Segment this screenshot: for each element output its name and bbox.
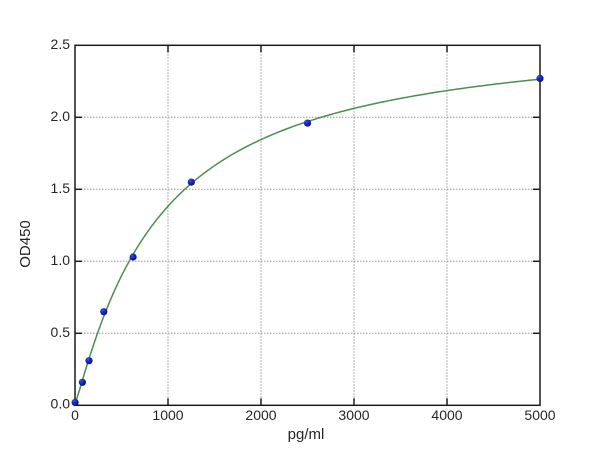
- svg-text:1.0: 1.0: [51, 252, 71, 268]
- svg-text:2000: 2000: [245, 407, 276, 423]
- svg-text:1.5: 1.5: [51, 180, 71, 196]
- svg-text:1000: 1000: [152, 407, 183, 423]
- svg-text:0.0: 0.0: [51, 395, 71, 411]
- svg-text:2.5: 2.5: [51, 36, 71, 52]
- svg-text:OD450: OD450: [17, 220, 34, 268]
- svg-text:2.0: 2.0: [51, 108, 71, 124]
- svg-text:3000: 3000: [338, 407, 369, 423]
- svg-text:pg/ml: pg/ml: [288, 426, 325, 443]
- svg-text:4000: 4000: [431, 407, 462, 423]
- svg-text:5000: 5000: [524, 407, 555, 423]
- svg-text:0: 0: [71, 407, 79, 423]
- svg-text:0.5: 0.5: [51, 324, 71, 340]
